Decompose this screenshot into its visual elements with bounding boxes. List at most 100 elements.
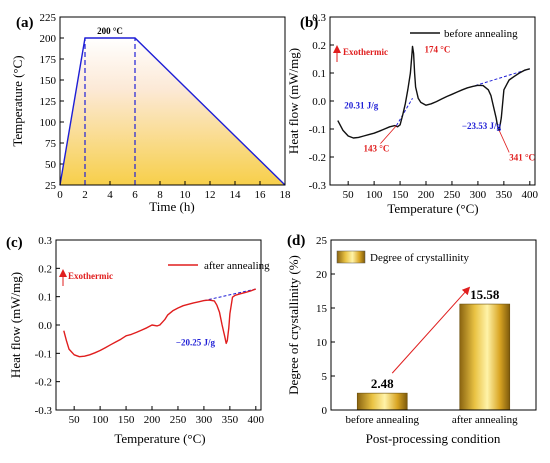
- panel-d-marks: 2.48 15.58: [356, 286, 511, 411]
- panel-b-xtick-label-3: 200: [418, 189, 435, 201]
- panel-b-annotation-1: 143 °C: [364, 144, 390, 154]
- panel-d-increase-arrow: [391, 286, 471, 374]
- panel-c-baseline-0: [203, 288, 256, 302]
- panel-a-annotation-0: 200 °C: [97, 26, 123, 36]
- panel-a-xtick-label-3: 6: [132, 189, 138, 201]
- panel-d-ytick-label-4: 20: [316, 269, 328, 281]
- panel-c-ytick-label-2: -0.1: [35, 348, 52, 360]
- panel-b-xtick-label-0: 50: [343, 189, 355, 201]
- panel-c-ytick-label-1: -0.2: [35, 377, 52, 389]
- panel-b-xtick-label-6: 350: [496, 189, 513, 201]
- panel-d-xlabel: Post-processing condition: [366, 431, 501, 446]
- panel-c-series-line-0: [63, 288, 257, 358]
- panel-b-ytick-label-5: 0.2: [312, 40, 326, 52]
- panel-a-gradient-fill: [60, 38, 285, 185]
- panel-d-value-label-1: 15.58: [470, 287, 500, 302]
- panel-a-xlabel: Time (h): [149, 199, 194, 214]
- panel-c-xtick-label-0: 50: [69, 414, 81, 426]
- panel-b-xtick-label-5: 300: [470, 189, 487, 201]
- panel-b-annotation-4: −23.53 J/g: [462, 121, 502, 131]
- panel-b-xtick-label-7: 400: [522, 189, 539, 201]
- panel-d-ytick-label-5: 25: [316, 235, 328, 247]
- panel-d: (d) 0 5 10 15 20 25 before annealing after anne…: [286, 233, 537, 446]
- panel-c-ylabel: Heat flow (mW/mg): [8, 272, 23, 378]
- panel-c-xtick-label-3: 200: [144, 414, 161, 426]
- panel-d-ytick-label-0: 0: [322, 405, 328, 417]
- panel-a-ytick-label-6: 175: [40, 54, 57, 66]
- panel-b-ytick-label-2: -0.1: [309, 124, 326, 136]
- panel-a-xtick-label-1: 2: [82, 189, 88, 201]
- panel-c-ytick-label-6: 0.3: [38, 235, 52, 247]
- panel-b-baseline-0: [395, 97, 413, 126]
- panel-c-xlabel: Temperature (°C): [114, 431, 205, 446]
- panel-a-xtick-label-5: 10: [180, 189, 192, 201]
- panel-b-ytick-label-3: 0.0: [312, 96, 326, 108]
- panel-b-annotation-pointer-1: [380, 125, 397, 144]
- panel-a-ytick-label-1: 50: [45, 159, 57, 171]
- panel-b-xtick-label-4: 250: [444, 189, 461, 201]
- panel-a-xtick-label-6: 12: [205, 189, 216, 201]
- panel-d-label: (d): [287, 233, 305, 249]
- panel-d-ticks: 0 5 10 15 20 25 before annealing after annealin…: [316, 235, 518, 426]
- panel-d-bar-0: [356, 392, 408, 411]
- panel-b-ylabel: Heat flow (mW/mg): [286, 48, 301, 154]
- panel-d-legend-label: Degree of crystallinity: [370, 252, 469, 264]
- panel-b-xtick-label-2: 150: [392, 189, 409, 201]
- panel-c-ytick-label-5: 0.2: [38, 263, 52, 275]
- panel-b-annotation-2: 341 °C: [509, 152, 535, 162]
- panel-b-ticks: 50 100 150 200 250 300 350 400 -0.3 -0.2 -0.1 0.0 0.…: [309, 12, 539, 201]
- panel-b-series-line-0: [337, 45, 530, 139]
- panel-c-frame: [55, 239, 262, 411]
- panel-a-xtick-label-2: 4: [107, 189, 113, 201]
- panel-d-ytick-label-2: 10: [316, 337, 328, 349]
- panel-c: (c) 50 100 150 200 250 300 350 400 -0.3 -0.2 -0.1 0…: [6, 235, 270, 446]
- panel-a-xtick-label-4: 8: [157, 189, 163, 201]
- panel-c-legend-label: after annealing: [204, 260, 270, 272]
- panel-c-xtick-label-5: 300: [196, 414, 213, 426]
- panel-b-frame: [329, 16, 536, 186]
- panel-a-xtick-label-8: 16: [255, 189, 267, 201]
- panel-c-marks: −20.25 J/g: [63, 288, 257, 358]
- panel-b-ytick-label-4: 0.1: [312, 68, 326, 80]
- panel-d-ytick-label-3: 15: [316, 303, 328, 315]
- panel-c-xtick-label-1: 100: [92, 414, 109, 426]
- panel-a-marks: 200 °C: [59, 26, 286, 186]
- panel-c-annotation-0: −20.25 J/g: [176, 337, 216, 347]
- panel-a-ytick-label-0: 25: [45, 180, 57, 192]
- panel-b-ytick-label-6: 0.3: [312, 12, 326, 24]
- panel-c-ytick-label-3: 0.0: [38, 320, 52, 332]
- panel-b-label: (b): [300, 15, 318, 31]
- panel-a-ytick-label-2: 75: [45, 138, 57, 150]
- panel-b-xtick-label-1: 100: [366, 189, 383, 201]
- panel-a-ytick-label-5: 150: [40, 75, 57, 87]
- panel-a-xtick-label-7: 14: [230, 189, 242, 201]
- panel-b-ytick-label-1: -0.2: [309, 152, 326, 164]
- panel-c-xtick-label-4: 250: [170, 414, 187, 426]
- panel-b-xlabel: Temperature (°C): [387, 201, 478, 216]
- panel-d-ylabel: Degree of crystallinity (%): [286, 255, 301, 395]
- panel-d-bar-1: [459, 303, 511, 411]
- panel-a-ytick-label-3: 100: [40, 117, 57, 129]
- panel-d-xtick-label-1: after annealing: [452, 414, 518, 426]
- panel-c-xtick-label-7: 400: [248, 414, 265, 426]
- panel-b-annotation-pointer-2: [498, 130, 510, 153]
- panel-a-xtick-label-0: 0: [57, 189, 63, 201]
- panel-a-series-line: [59, 37, 286, 186]
- panel-a-ytick-label-8: 225: [40, 12, 57, 24]
- panel-b-ytick-label-0: -0.3: [309, 180, 327, 192]
- panel-d-frame: [330, 239, 537, 411]
- panel-c-ytick-label-0: -0.3: [35, 405, 53, 417]
- panel-a: (a) 0 2 4 6 8 10 12 14 16 18 25 50 75 100 125 150 175 200…: [10, 12, 291, 214]
- panel-a-frame: [59, 16, 286, 186]
- panel-c-ytick-label-4: 0.1: [38, 292, 52, 304]
- panel-a-ytick-label-7: 200: [40, 33, 57, 45]
- panel-d-ytick-label-1: 5: [322, 371, 328, 383]
- panel-c-ticks: 50 100 150 200 250 300 350 400 -0.3 -0.2 -0.1 0.0 0.…: [35, 235, 265, 426]
- panel-a-label: (a): [16, 15, 34, 31]
- panel-b-annotation-0: 174 °C: [425, 44, 451, 54]
- panel-a-xtick-label-9: 18: [280, 189, 292, 201]
- panel-b-marks: 174 °C 143 °C 341 °C 20.31 J/g −23.53 J/g: [337, 44, 535, 162]
- panel-b-annotation-3: 20.31 J/g: [344, 101, 379, 111]
- panel-a-ytick-label-4: 125: [40, 96, 57, 108]
- panel-a-area: [60, 38, 285, 185]
